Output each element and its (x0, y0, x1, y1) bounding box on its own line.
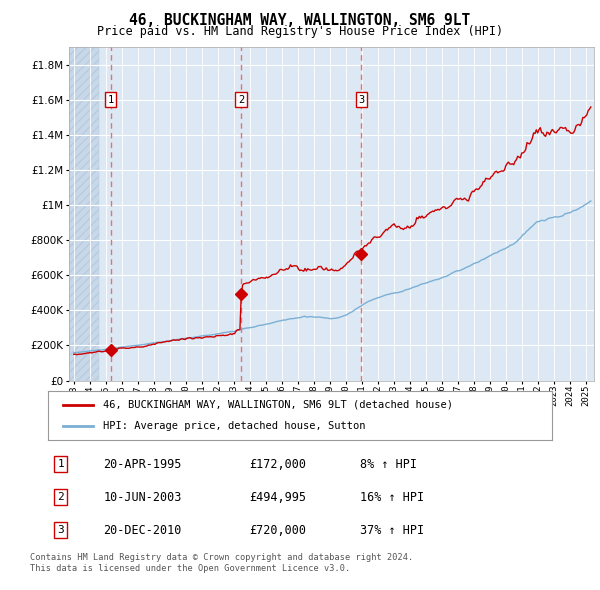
Text: 1: 1 (107, 95, 114, 105)
Text: 10-JUN-2003: 10-JUN-2003 (103, 490, 182, 504)
Text: 1: 1 (57, 459, 64, 469)
Text: 20-APR-1995: 20-APR-1995 (103, 457, 182, 471)
Text: 37% ↑ HPI: 37% ↑ HPI (361, 523, 425, 537)
Text: 3: 3 (57, 525, 64, 535)
Text: HPI: Average price, detached house, Sutton: HPI: Average price, detached house, Sutt… (103, 421, 366, 431)
Text: 8% ↑ HPI: 8% ↑ HPI (361, 457, 418, 471)
Bar (69, 47, 100, 381)
Text: £494,995: £494,995 (250, 490, 307, 504)
Text: 46, BUCKINGHAM WAY, WALLINGTON, SM6 9LT: 46, BUCKINGHAM WAY, WALLINGTON, SM6 9LT (130, 13, 470, 28)
Text: 2: 2 (238, 95, 244, 105)
Text: £720,000: £720,000 (250, 523, 307, 537)
Text: 20-DEC-2010: 20-DEC-2010 (103, 523, 182, 537)
Text: 2: 2 (57, 492, 64, 502)
Text: 46, BUCKINGHAM WAY, WALLINGTON, SM6 9LT (detached house): 46, BUCKINGHAM WAY, WALLINGTON, SM6 9LT … (103, 399, 454, 409)
Text: Price paid vs. HM Land Registry's House Price Index (HPI): Price paid vs. HM Land Registry's House … (97, 25, 503, 38)
Text: This data is licensed under the Open Government Licence v3.0.: This data is licensed under the Open Gov… (30, 564, 350, 573)
Text: £172,000: £172,000 (250, 457, 307, 471)
Text: Contains HM Land Registry data © Crown copyright and database right 2024.: Contains HM Land Registry data © Crown c… (30, 553, 413, 562)
Text: 3: 3 (358, 95, 365, 105)
Text: 16% ↑ HPI: 16% ↑ HPI (361, 490, 425, 504)
